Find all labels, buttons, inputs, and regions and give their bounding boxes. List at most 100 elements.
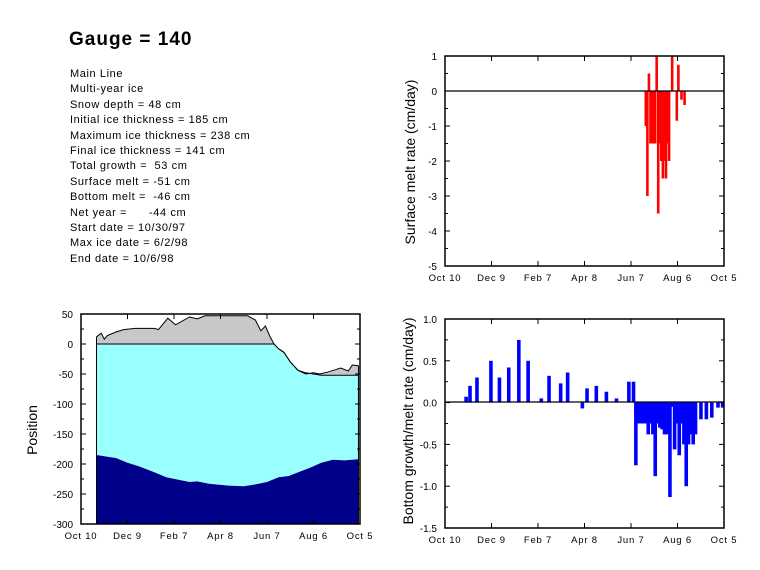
bottom-growth-bar [580, 402, 585, 409]
bottom-growth-bar [672, 402, 677, 450]
bottom-growth-bar [468, 385, 472, 403]
bottom-growth-bar [594, 385, 599, 403]
surface-melt-bar [647, 73, 651, 91]
y-tick-label: -200 [53, 460, 73, 471]
position-y-axis-label: Position [24, 405, 40, 455]
bottom-growth-bar [651, 402, 655, 435]
y-tick-label: -250 [53, 490, 73, 501]
info-line: Initial ice thickness = 185 cm [70, 114, 229, 127]
surface-melt-bars [644, 56, 686, 214]
y-tick-label: -1.5 [420, 524, 438, 535]
bottom-growth-bar [639, 402, 644, 424]
bottom-growth-bar [675, 402, 679, 424]
surface-melt-bar [656, 91, 660, 214]
bottom-growth-bar [665, 402, 669, 435]
surface-melt-ticks: Oct 10 Dec 9 Feb 7 Apr 8 Jun 7 Aug 6 Oct 5 1 0 -1… [428, 52, 738, 284]
y-tick-label: -5 [428, 262, 437, 273]
bottom-growth-bar [517, 339, 521, 403]
info-line: Total growth = 53 cm [70, 160, 188, 173]
x-tick-label: Feb 7 [524, 273, 552, 284]
info-line: Final ice thickness = 141 cm [70, 145, 226, 158]
bottom-growth-bar [660, 402, 664, 430]
y-tick-label: -150 [53, 430, 73, 441]
page-title: Gauge = 140 [69, 29, 193, 50]
y-tick-label: 1 [431, 52, 437, 63]
bottom-growth-bar [547, 375, 551, 403]
surface-melt-bar [675, 91, 679, 121]
bottom-growth-bar [539, 398, 544, 403]
y-tick-label: -3 [428, 192, 437, 203]
bottom-growth-melt-chart: Oct 10 Dec 9 Feb 7 Apr 8 Jun 7 Aug 6 Oct 5 1.0 0… [400, 315, 737, 546]
surface-melt-bar [666, 91, 669, 144]
bottom-growth-bar [686, 402, 691, 445]
surface-melt-bar [667, 91, 671, 161]
y-tick-label: 0.5 [423, 357, 437, 368]
bottom-growth-bar [526, 360, 530, 403]
bottom-growth-bar [691, 402, 695, 445]
x-tick-label: Oct 5 [347, 531, 374, 542]
x-tick-label: Oct 5 [711, 273, 738, 284]
y-tick-label: 0 [67, 340, 73, 351]
surface-plot-frame [444, 55, 725, 267]
bottom-growth-bar [677, 402, 682, 456]
position-chart: Oct 10 Dec 9 Feb 7 Apr 8 Jun 7 Aug 6 Oct 5 50 0 -… [24, 310, 373, 542]
bottom-growth-bar [716, 402, 720, 408]
bottom-growth-bar [670, 402, 675, 407]
surface-melt-bar [683, 91, 686, 105]
info-panel: Main Line Multi-year ice Snow depth = 48 c… [70, 67, 250, 267]
bottom-growth-bar [497, 377, 502, 403]
water-area [96, 455, 359, 524]
bottom-growth-bar [693, 402, 698, 435]
info-line: Bottom melt = -46 cm [70, 191, 191, 204]
surface-melt-bar [652, 91, 655, 144]
x-tick-label: Feb 7 [524, 535, 552, 546]
bottom-growth-bar [506, 367, 511, 403]
x-tick-label: Jun 7 [253, 531, 280, 542]
surface-melt-bar [644, 91, 648, 126]
bottom-growth-bar [489, 360, 493, 403]
bottom-growth-bar [604, 391, 609, 403]
x-tick-label: Dec 9 [477, 273, 506, 284]
surface-melt-bar [649, 91, 652, 144]
x-tick-label: Jun 7 [617, 535, 644, 546]
surface-melt-bar [680, 91, 683, 100]
bottom-growth-bar [710, 402, 714, 418]
x-tick-label: Apr 8 [571, 535, 598, 546]
surface-melt-bar [670, 56, 674, 91]
surface-melt-bar [646, 91, 649, 196]
bottom-growth-bar [646, 402, 651, 435]
bottom-y-axis-label: Bottom growth/melt rate (cm/day) [400, 318, 416, 525]
bottom-growth-bar [658, 402, 662, 428]
y-tick-label: -50 [59, 370, 74, 381]
y-tick-label: -1.0 [420, 482, 438, 493]
info-line: Net year = -44 cm [70, 206, 187, 219]
surface-y-axis-label: Surface melt rate (cm/day) [402, 80, 418, 245]
x-tick-label: Jun 7 [617, 273, 644, 284]
info-line: Surface melt = -51 cm [70, 175, 191, 188]
ice-surface-line [96, 343, 359, 376]
bottom-growth-bar [558, 383, 563, 403]
x-tick-label: Oct 10 [65, 531, 98, 542]
x-tick-label: Feb 7 [160, 531, 188, 542]
snow-area [96, 315, 359, 376]
bottom-growth-bar [684, 402, 689, 487]
y-tick-label: -0.5 [420, 440, 438, 451]
ice-area [96, 344, 359, 487]
bottom-growth-bar [636, 402, 640, 424]
x-tick-label: Oct 10 [429, 535, 462, 546]
bottom-growth-bar [614, 398, 619, 403]
bottom-growth-bar [565, 372, 570, 403]
surface-melt-bar [658, 91, 662, 144]
bottom-growth-bar [648, 402, 653, 424]
y-tick-label: 1.0 [423, 315, 437, 326]
bottom-growth-bar [682, 402, 686, 445]
info-line: Multi-year ice [70, 83, 144, 96]
bottom-growth-bar [644, 402, 648, 424]
info-line: Start date = 10/30/97 [70, 222, 186, 235]
x-tick-label: Aug 6 [663, 273, 692, 284]
bottom-growth-bar [631, 381, 636, 403]
bottom-growth-bars [464, 339, 725, 498]
bottom-growth-bar [634, 402, 638, 466]
surface-melt-bar [653, 91, 657, 144]
surface-melt-chart: Oct 10 Dec 9 Feb 7 Apr 8 Jun 7 Aug 6 Oct 5 1 0 -1… [402, 52, 737, 284]
